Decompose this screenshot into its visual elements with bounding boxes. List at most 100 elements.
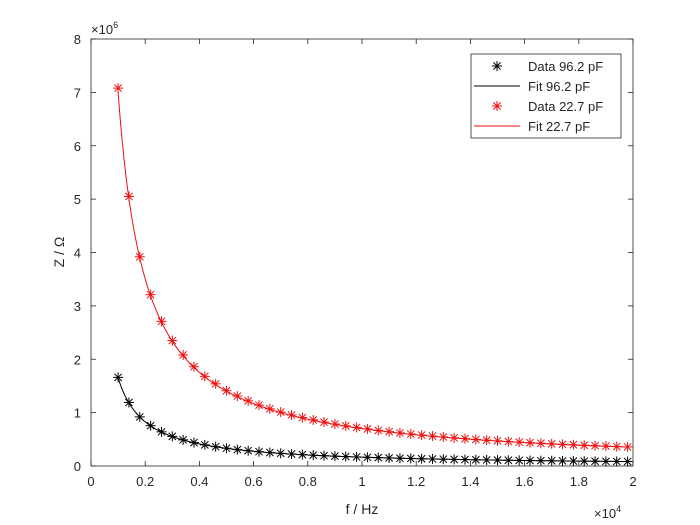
data-point [384,452,395,463]
data-point [579,456,590,467]
data-point [362,423,373,434]
data-point [481,454,492,465]
data-point [199,439,210,450]
data-point [579,440,590,451]
y-tick-label: 8 [74,32,81,47]
x-tick-label: 0.4 [190,474,208,489]
data-point [525,437,536,448]
data-point [600,456,611,467]
data-point [264,403,275,414]
data-point [243,445,254,456]
data-point [123,397,134,408]
data-point [373,452,384,463]
y-tick-label: 3 [74,299,81,314]
legend-label: Fit 96.2 pF [528,79,590,94]
x-tick-label: 0.6 [245,474,263,489]
data-point [167,431,178,442]
data-point [438,454,449,465]
data-point [254,400,265,411]
data-point [459,454,470,465]
x-tick-label: 2 [629,474,636,489]
data-point [405,429,416,440]
data-point [568,456,579,467]
y-exponent: ×106 [91,20,118,37]
data-point [275,407,286,418]
data-point [525,455,536,466]
data-point [123,191,134,202]
data-point [167,335,178,346]
data-point [557,455,568,466]
data-point [546,438,557,449]
data-point [286,448,297,459]
data-point [210,378,221,389]
series-marks [113,83,633,467]
data-point [178,349,189,360]
data-point [308,414,319,425]
y-tick-label: 7 [74,85,81,100]
data-point [113,372,124,383]
data-point [622,441,633,452]
data-point [590,440,601,451]
data-point [535,455,546,466]
legend-box [470,53,622,139]
data-point [145,289,156,300]
data-point [221,443,232,454]
data-point [340,451,351,462]
y-tick-label: 0 [74,459,81,474]
y-tick-label: 5 [74,192,81,207]
data-point [210,441,221,452]
data-point [459,433,470,444]
y-tick-label: 2 [74,352,81,367]
x-tick-label: 0.8 [299,474,317,489]
data-point [449,454,460,465]
data-point [449,432,460,443]
data-point [622,456,633,467]
x-exponent: ×104 [594,504,621,521]
data-point [492,455,503,466]
y-tick-label: 6 [74,139,81,154]
data-point [427,453,438,464]
data-point [394,427,405,438]
data-point [427,431,438,442]
data-point [275,448,286,459]
x-tick-label: 1.6 [516,474,534,489]
data-point [351,451,362,462]
y-tick-label: 4 [74,246,81,261]
legend-marker [492,61,502,71]
legend-entries: Data 96.2 pF Fit 96.2 pF Data 22.7 pF Fit 2… [474,59,603,134]
data-point [232,444,243,455]
data-point [514,455,525,466]
data-point [308,450,319,461]
data-point [178,434,189,445]
data-point [243,395,254,406]
data-point [503,436,514,447]
data-point [492,435,503,446]
data-point [514,437,525,448]
data-point [384,426,395,437]
data-point [568,439,579,450]
data-point [557,439,568,450]
x-tick-label: 0.2 [136,474,154,489]
data-point [221,385,232,396]
y-axis-label: Z / Ω [51,237,67,268]
data-point [394,453,405,464]
data-point [232,391,243,402]
x-tick-label: 1 [358,474,365,489]
data-point [156,316,167,327]
data-point [438,431,449,442]
data-point [188,437,199,448]
legend-label: Fit 22.7 pF [528,119,590,134]
data-point [113,83,124,94]
data-point [611,441,622,452]
x-tick-label: 1.8 [570,474,588,489]
x-tick-label: 0 [87,474,94,489]
data-point [199,371,210,382]
legend-label: Data 96.2 pF [528,59,603,74]
legend-label: Data 22.7 pF [528,99,603,114]
data-point [329,451,340,462]
data-point [503,455,514,466]
data-point [254,446,265,457]
x-axis-label: f / Hz [346,501,379,517]
data-point [416,453,427,464]
data-point [405,453,416,464]
